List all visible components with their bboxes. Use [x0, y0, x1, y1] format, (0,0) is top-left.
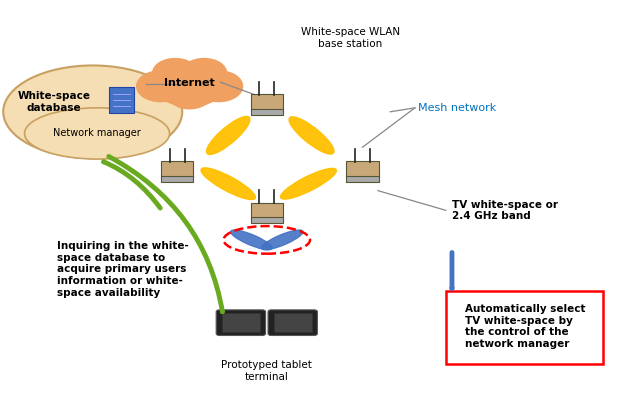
Circle shape	[195, 71, 242, 102]
Ellipse shape	[206, 116, 250, 154]
Text: Internet: Internet	[164, 78, 215, 88]
FancyBboxPatch shape	[250, 109, 283, 115]
FancyArrowPatch shape	[108, 156, 223, 312]
Ellipse shape	[201, 168, 255, 200]
FancyBboxPatch shape	[109, 87, 134, 113]
Ellipse shape	[25, 108, 170, 159]
Text: White-space
database: White-space database	[17, 91, 91, 113]
Text: White-space WLAN
base station: White-space WLAN base station	[301, 27, 400, 48]
Circle shape	[153, 58, 198, 87]
FancyBboxPatch shape	[347, 176, 379, 182]
Ellipse shape	[262, 230, 303, 250]
Ellipse shape	[280, 168, 337, 199]
FancyBboxPatch shape	[250, 94, 283, 111]
FancyBboxPatch shape	[273, 313, 312, 332]
Text: Prototyped tablet
terminal: Prototyped tablet terminal	[221, 360, 312, 382]
FancyBboxPatch shape	[250, 202, 283, 219]
FancyBboxPatch shape	[216, 310, 265, 335]
FancyBboxPatch shape	[268, 310, 317, 335]
Text: Network manager: Network manager	[53, 129, 141, 139]
FancyBboxPatch shape	[222, 313, 260, 332]
FancyBboxPatch shape	[161, 176, 193, 182]
Text: TV white-space or
2.4 GHz band: TV white-space or 2.4 GHz band	[452, 200, 558, 221]
FancyBboxPatch shape	[446, 291, 603, 364]
Ellipse shape	[3, 66, 182, 158]
Text: Inquiring in the white-
space database to
acquire primary users
information or w: Inquiring in the white- space database t…	[57, 241, 188, 298]
Text: Mesh network: Mesh network	[418, 103, 496, 113]
FancyBboxPatch shape	[161, 161, 193, 177]
Ellipse shape	[289, 117, 334, 154]
Circle shape	[136, 71, 185, 102]
Circle shape	[169, 82, 211, 109]
Ellipse shape	[231, 230, 272, 250]
Text: Automatically select
TV white-space by
the control of the
network manager: Automatically select TV white-space by t…	[464, 304, 585, 349]
Circle shape	[182, 58, 226, 87]
FancyArrowPatch shape	[104, 162, 160, 208]
FancyBboxPatch shape	[347, 161, 379, 177]
Circle shape	[154, 62, 225, 107]
FancyBboxPatch shape	[250, 218, 283, 224]
